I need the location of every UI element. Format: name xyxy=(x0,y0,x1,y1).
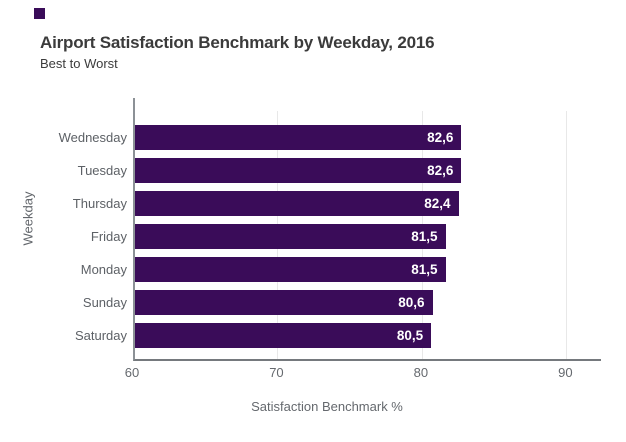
bar-value-label: 80,6 xyxy=(398,295,425,310)
category-label-wednesday: Wednesday xyxy=(58,130,127,145)
bar-saturday: 80,5 xyxy=(135,323,432,348)
chart-subtitle: Best to Worst xyxy=(40,56,118,71)
bar-value-label: 82,4 xyxy=(424,196,451,211)
bar-wednesday: 82,6 xyxy=(135,125,462,150)
x-axis-title: Satisfaction Benchmark % xyxy=(251,399,403,414)
bar-sunday: 80,6 xyxy=(135,290,433,315)
bar-thursday: 82,4 xyxy=(135,191,459,216)
x-tick-label-70: 70 xyxy=(269,365,284,380)
bar-value-label: 81,5 xyxy=(411,229,438,244)
plot-area: 82,6 82,6 82,4 81,5 81,5 80,6 80,5 xyxy=(133,98,601,361)
x-tick-label-60: 60 xyxy=(124,365,140,380)
category-label-tuesday: Tuesday xyxy=(77,163,127,178)
category-label-sunday: Sunday xyxy=(82,295,127,310)
y-axis-title: Weekday xyxy=(20,191,36,246)
bar-value-label: 82,6 xyxy=(427,163,454,178)
bar-value-label: 81,5 xyxy=(411,262,438,277)
chart-title: Airport Satisfaction Benchmark by Weekda… xyxy=(40,33,435,52)
category-label-thursday: Thursday xyxy=(72,196,127,211)
bar-value-label: 82,6 xyxy=(427,130,454,145)
x-tick-label-80: 80 xyxy=(413,365,429,380)
x-tick-label-90: 90 xyxy=(558,365,573,380)
category-label-friday: Friday xyxy=(90,229,127,244)
category-label-monday: Monday xyxy=(80,262,127,277)
category-label-saturday: Saturday xyxy=(74,328,127,343)
gridline-x-90 xyxy=(566,111,568,359)
bar-value-label: 80,5 xyxy=(396,328,424,343)
bar-monday: 81,5 xyxy=(135,257,446,282)
bar-friday: 81,5 xyxy=(135,224,446,249)
brand-mark xyxy=(34,8,45,19)
bar-tuesday: 82,6 xyxy=(135,158,462,183)
